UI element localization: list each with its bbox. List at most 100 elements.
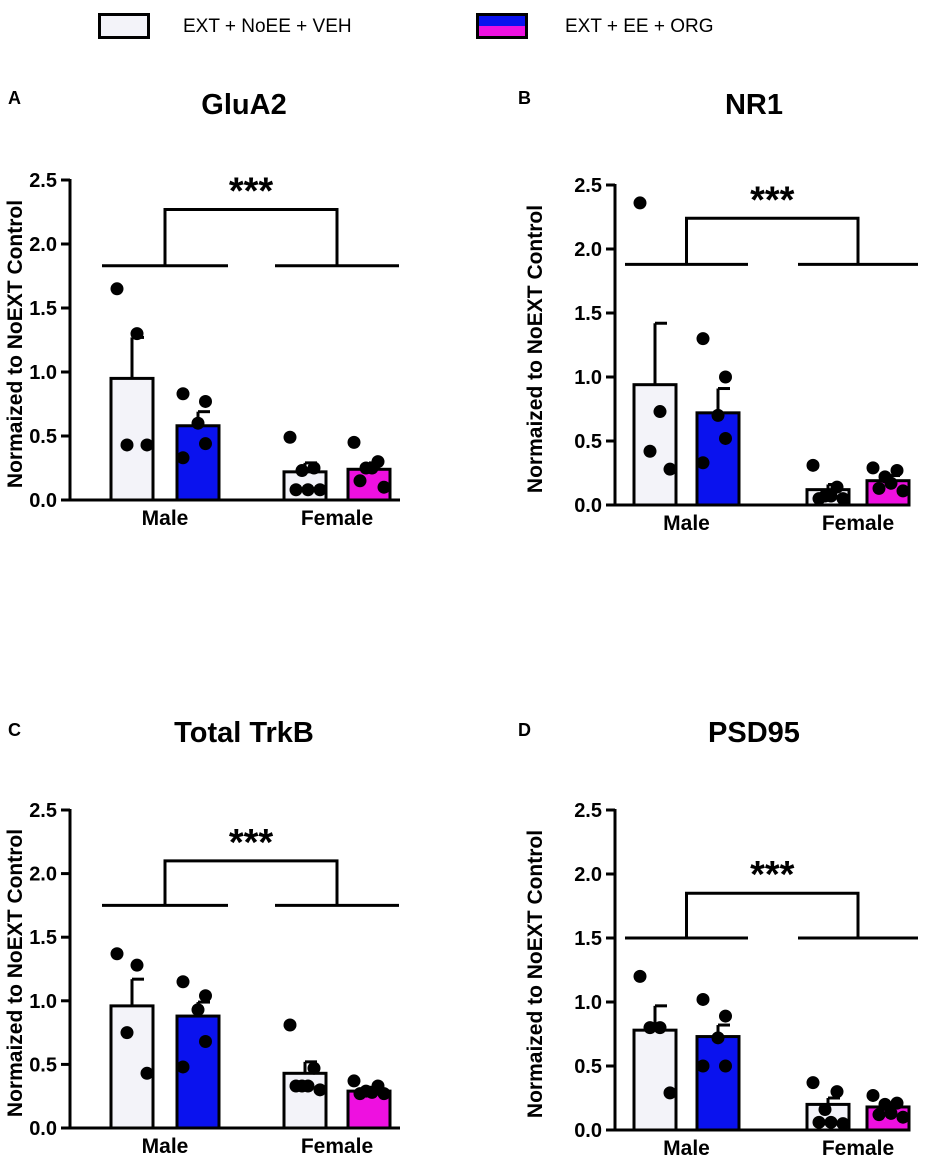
data-point xyxy=(283,430,297,444)
chart-panel-d: D PSD95 Normaized to NoEXT Control 0.0 0.5 1.… xyxy=(518,717,918,1160)
data-point xyxy=(890,1096,904,1110)
data-point xyxy=(191,1003,205,1017)
x-category-label: Male xyxy=(142,1135,189,1158)
y-tick-label: 1.5 xyxy=(574,303,602,325)
data-point xyxy=(365,1085,379,1099)
y-tick-label: 1.0 xyxy=(29,991,57,1013)
data-point xyxy=(836,492,850,506)
y-tick-label: 1.0 xyxy=(574,367,602,389)
data-point xyxy=(653,405,667,419)
x-category-label: Female xyxy=(301,1135,373,1158)
legend-label-ee: EXT + EE + ORG xyxy=(565,16,714,37)
data-point xyxy=(696,992,710,1006)
significance-stars: *** xyxy=(229,170,274,212)
data-point xyxy=(313,483,327,497)
data-point xyxy=(140,438,154,452)
panel-letter: A xyxy=(8,88,21,108)
bar xyxy=(695,1035,741,1132)
data-point xyxy=(176,1060,190,1074)
data-point xyxy=(719,370,732,384)
data-point xyxy=(110,282,124,296)
data-point xyxy=(289,483,303,497)
x-category-label: Female xyxy=(822,512,894,535)
bar xyxy=(632,1028,678,1132)
data-point xyxy=(719,431,732,445)
data-point xyxy=(347,435,361,449)
data-point xyxy=(872,481,886,495)
y-tick-label: 2.0 xyxy=(29,864,57,886)
significance-bracket xyxy=(163,207,339,266)
chart-title: PSD95 xyxy=(708,717,800,749)
data-point xyxy=(663,1086,677,1100)
data-point xyxy=(824,489,838,503)
bar xyxy=(632,383,678,507)
data-point xyxy=(643,1021,657,1035)
panel-letter: C xyxy=(8,720,21,740)
data-point xyxy=(896,484,910,498)
x-category-label: Female xyxy=(822,1137,894,1160)
bar xyxy=(175,424,221,502)
data-point xyxy=(140,1066,154,1080)
data-point xyxy=(307,461,321,475)
data-point xyxy=(377,1087,391,1101)
x-category-label: Female xyxy=(301,507,373,530)
data-point xyxy=(199,1035,212,1049)
y-tick-label: 1.5 xyxy=(29,298,57,320)
chart-panel-b: B NR1 Normaized to NoEXT Control 0.0 0.5 1.0 1… xyxy=(518,88,918,535)
data-point xyxy=(719,1009,732,1023)
panel-letter: D xyxy=(518,720,531,740)
y-tick-label: 1.5 xyxy=(29,927,57,949)
data-point xyxy=(120,438,134,452)
data-point xyxy=(830,1085,844,1099)
legend: EXT + NoEE + VEH EXT + EE + ORG xyxy=(0,0,936,44)
chart-title: Total TrkB xyxy=(174,717,314,749)
data-point xyxy=(313,1083,327,1097)
y-axis-label: Normaized to NoEXT Control xyxy=(4,829,27,1117)
data-point xyxy=(653,1021,667,1035)
data-point xyxy=(696,332,710,346)
chart-panel-c: C Total TrkB Normaized to NoEXT Control0.0… xyxy=(4,717,400,1158)
data-point xyxy=(824,1115,838,1129)
data-point xyxy=(806,458,820,472)
x-category-label: Male xyxy=(663,512,710,535)
data-point xyxy=(711,408,725,422)
x-category-label: Male xyxy=(663,1137,710,1160)
data-point xyxy=(130,958,144,972)
data-point xyxy=(719,1059,732,1073)
y-tick-label: 1.5 xyxy=(574,928,602,950)
y-tick-label: 2.5 xyxy=(29,800,57,822)
data-point xyxy=(353,474,367,488)
data-point xyxy=(696,1059,710,1073)
y-tick-label: 0.0 xyxy=(574,495,602,517)
significance-bracket xyxy=(685,891,860,938)
legend-swatch-veh xyxy=(98,13,150,39)
data-point xyxy=(295,464,309,478)
y-tick-label: 0.0 xyxy=(574,1120,602,1142)
data-point xyxy=(884,476,898,490)
data-point xyxy=(866,1088,880,1102)
data-point xyxy=(283,1018,297,1032)
data-point xyxy=(643,444,657,458)
data-point xyxy=(176,975,190,989)
y-tick-label: 0.0 xyxy=(29,1118,57,1140)
data-point xyxy=(812,1115,826,1129)
y-tick-label: 0.5 xyxy=(574,431,602,453)
y-tick-label: 2.0 xyxy=(574,864,602,886)
data-point xyxy=(110,947,124,961)
legend-swatch-ee xyxy=(476,13,528,39)
data-point xyxy=(130,327,144,341)
y-tick-label: 1.0 xyxy=(574,992,602,1014)
data-point xyxy=(176,451,190,465)
data-point xyxy=(289,1079,303,1093)
y-tick-label: 0.0 xyxy=(29,490,57,512)
significance-stars: *** xyxy=(750,854,795,896)
data-point xyxy=(301,1079,315,1093)
data-point xyxy=(307,1061,321,1075)
y-tick-label: 2.5 xyxy=(574,800,602,822)
data-point xyxy=(812,492,826,506)
data-point xyxy=(818,1103,832,1117)
significance-stars: *** xyxy=(750,179,795,221)
y-tick-label: 2.5 xyxy=(574,175,602,197)
y-tick-label: 1.0 xyxy=(29,362,57,384)
